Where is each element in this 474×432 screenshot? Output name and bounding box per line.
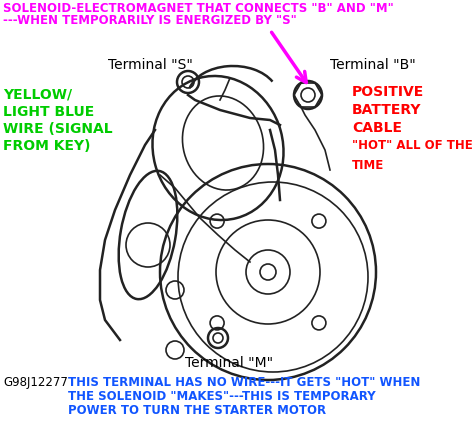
Text: CABLE: CABLE xyxy=(352,121,402,135)
Text: POSITIVE: POSITIVE xyxy=(352,85,424,99)
Text: YELLOW/: YELLOW/ xyxy=(3,88,72,102)
Text: Terminal "B": Terminal "B" xyxy=(330,58,416,72)
Text: THIS TERMINAL HAS NO WIRE---IT GETS "HOT" WHEN: THIS TERMINAL HAS NO WIRE---IT GETS "HOT… xyxy=(68,376,420,389)
Text: LIGHT BLUE: LIGHT BLUE xyxy=(3,105,94,119)
Text: Terminal "M": Terminal "M" xyxy=(185,356,273,370)
Text: ---WHEN TEMPORARILY IS ENERGIZED BY "S": ---WHEN TEMPORARILY IS ENERGIZED BY "S" xyxy=(3,14,297,27)
Text: G98J12277: G98J12277 xyxy=(3,376,68,389)
Text: BATTERY: BATTERY xyxy=(352,103,421,117)
Text: "HOT" ALL OF THE: "HOT" ALL OF THE xyxy=(352,139,473,152)
Text: WIRE (SIGNAL: WIRE (SIGNAL xyxy=(3,122,113,136)
Text: TIME: TIME xyxy=(352,159,384,172)
Text: FROM KEY): FROM KEY) xyxy=(3,139,91,153)
Text: Terminal "S": Terminal "S" xyxy=(108,58,193,72)
Text: SOLENOID-ELECTROMAGNET THAT CONNECTS "B" AND "M": SOLENOID-ELECTROMAGNET THAT CONNECTS "B"… xyxy=(3,2,394,15)
Text: THE SOLENOID "MAKES"---THIS IS TEMPORARY: THE SOLENOID "MAKES"---THIS IS TEMPORARY xyxy=(68,390,375,403)
Text: POWER TO TURN THE STARTER MOTOR: POWER TO TURN THE STARTER MOTOR xyxy=(68,404,326,417)
